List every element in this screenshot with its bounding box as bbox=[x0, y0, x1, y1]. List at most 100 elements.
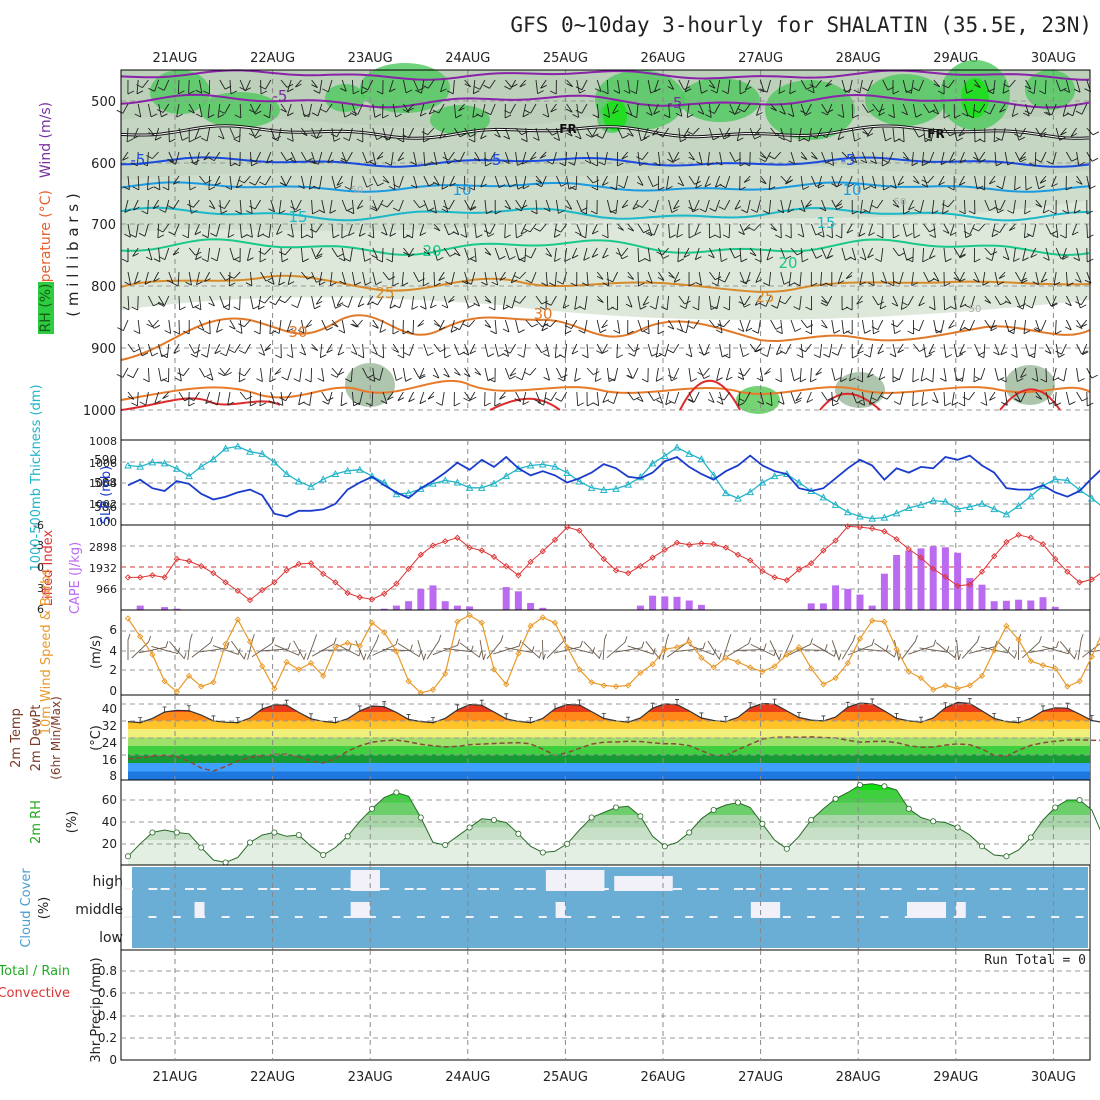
rh2m-point bbox=[759, 820, 766, 827]
upper-wind-barb bbox=[357, 343, 365, 359]
upper-wind-barb bbox=[658, 343, 670, 357]
upper-wind-barb bbox=[923, 151, 935, 164]
upper-wind-barb bbox=[278, 295, 292, 304]
precip-total-label: Total / Rain bbox=[0, 964, 70, 979]
upper-wind-barb bbox=[227, 391, 234, 406]
upper-wind-barb bbox=[197, 319, 205, 331]
bottom-date-4: 25AUG bbox=[543, 1070, 588, 1085]
upper-wind-barb bbox=[787, 199, 795, 213]
upper-wind-barb bbox=[825, 272, 833, 287]
minmax-marker bbox=[601, 712, 606, 720]
cloud-middle-trace bbox=[416, 916, 425, 918]
upper-wind-barb bbox=[340, 391, 348, 407]
upper-wind-barb bbox=[187, 391, 200, 402]
bottom-date-2: 23AUG bbox=[348, 1070, 393, 1085]
upper-wind-barb bbox=[504, 79, 516, 90]
top-date-0: 21AUG bbox=[152, 51, 197, 66]
upper-wind-barb bbox=[301, 151, 313, 162]
lifted-index-point bbox=[320, 570, 327, 578]
minmax-marker bbox=[309, 713, 313, 720]
upper-wind-barb bbox=[911, 271, 918, 287]
cloud-high-trace bbox=[1063, 888, 1073, 890]
upper-wind-barb bbox=[1051, 223, 1059, 239]
upper-wind-barb bbox=[616, 151, 624, 167]
upper-wind-barb bbox=[287, 271, 295, 286]
contour-minus10 bbox=[120, 69, 1090, 81]
upper-wind-barb bbox=[300, 127, 308, 137]
wind10m-point bbox=[991, 647, 998, 654]
upper-wind-barb bbox=[249, 151, 258, 167]
upper-wind-barb bbox=[372, 127, 383, 141]
upper-wind-barb bbox=[819, 199, 827, 212]
upper-wind-barb bbox=[759, 295, 772, 307]
upper-wind-barb bbox=[517, 343, 527, 358]
upper-wind-barb bbox=[1043, 247, 1050, 261]
upper-wind-barb bbox=[695, 271, 702, 286]
upper-wind-barb bbox=[166, 271, 174, 284]
upper-wind-barb bbox=[123, 175, 130, 191]
wind10m-point bbox=[515, 650, 522, 657]
upper-wind-barb bbox=[238, 319, 251, 328]
upper-wind-barb bbox=[858, 391, 866, 406]
cloud-middle-block bbox=[750, 902, 781, 918]
upper-wind-barb bbox=[831, 367, 842, 381]
upper-wind-barb bbox=[594, 79, 602, 93]
upper-wind-barb bbox=[688, 367, 698, 382]
upper-wind-barb bbox=[234, 103, 242, 119]
upper-wind-barb bbox=[556, 271, 568, 285]
upper-wind-barb bbox=[124, 223, 131, 238]
upper-wind-barb bbox=[643, 127, 650, 140]
upper-wind-barb bbox=[509, 367, 517, 377]
upper-wind-barb bbox=[1086, 151, 1099, 162]
upper-wind-barb bbox=[203, 319, 211, 335]
upper-wind-barb bbox=[678, 127, 687, 143]
wind10m-point bbox=[759, 668, 766, 675]
upper-wind-barb bbox=[131, 391, 139, 407]
upper-wind-barb bbox=[842, 79, 853, 94]
slp-axis-label: SLP (mb) bbox=[99, 466, 114, 525]
cloud-middle-trace bbox=[368, 916, 376, 918]
upper-wind-barb bbox=[584, 151, 592, 164]
upper-wind-barb bbox=[867, 367, 874, 378]
rh2m-point bbox=[857, 782, 864, 789]
upper-wind-barb bbox=[515, 127, 528, 136]
upper-wind-barb bbox=[1004, 151, 1014, 166]
cloud-axis-label: Cloud Cover bbox=[19, 868, 34, 948]
upper-wind-barb bbox=[953, 343, 964, 358]
temp2m-unit-label: (°C) bbox=[89, 725, 104, 751]
upper-wind-barb bbox=[504, 199, 512, 210]
upper-wind-barb bbox=[258, 295, 272, 304]
upper-wind-barb bbox=[980, 391, 988, 406]
upper-wind-barb bbox=[668, 391, 680, 404]
upper-wind-barb bbox=[428, 103, 436, 115]
upper-wind-barb bbox=[178, 295, 186, 311]
cloud-middle-trace bbox=[148, 916, 157, 918]
upper-wind-barb bbox=[913, 127, 925, 138]
upper-wind-barb bbox=[558, 343, 568, 359]
upper-wind-barb bbox=[657, 271, 665, 281]
upper-wind-barb bbox=[208, 151, 221, 162]
run-total: Run Total = 0 bbox=[984, 953, 1086, 968]
lifted-index-point bbox=[198, 562, 205, 570]
upper-wind-barb bbox=[754, 247, 762, 263]
temp2m-axis-label: 2m Temp bbox=[9, 708, 24, 768]
upper-wind-barb bbox=[339, 271, 347, 285]
wind10m-barb bbox=[980, 646, 1011, 654]
upper-wind-barb bbox=[688, 271, 696, 287]
wind10m-barb bbox=[366, 634, 380, 660]
wind10m-barb bbox=[1059, 641, 1078, 660]
upper-wind-barb bbox=[871, 319, 884, 331]
temp-band bbox=[128, 771, 1090, 780]
upper-wind-barb bbox=[484, 223, 495, 238]
wind10m-point bbox=[612, 683, 620, 690]
bottom-date-7: 28AUG bbox=[836, 1070, 881, 1085]
lifted-index-point bbox=[881, 528, 888, 535]
upper-wind-barb bbox=[488, 367, 496, 383]
upper-wind-barb bbox=[942, 223, 950, 234]
upper-wind-barb bbox=[208, 175, 216, 191]
upper-wind-barb bbox=[1066, 151, 1078, 162]
lifted-index-point bbox=[417, 551, 424, 558]
slp-point bbox=[551, 462, 559, 470]
upper-wind-barb bbox=[967, 103, 976, 119]
cape-axis-label: CAPE (J/kg) bbox=[68, 542, 83, 614]
